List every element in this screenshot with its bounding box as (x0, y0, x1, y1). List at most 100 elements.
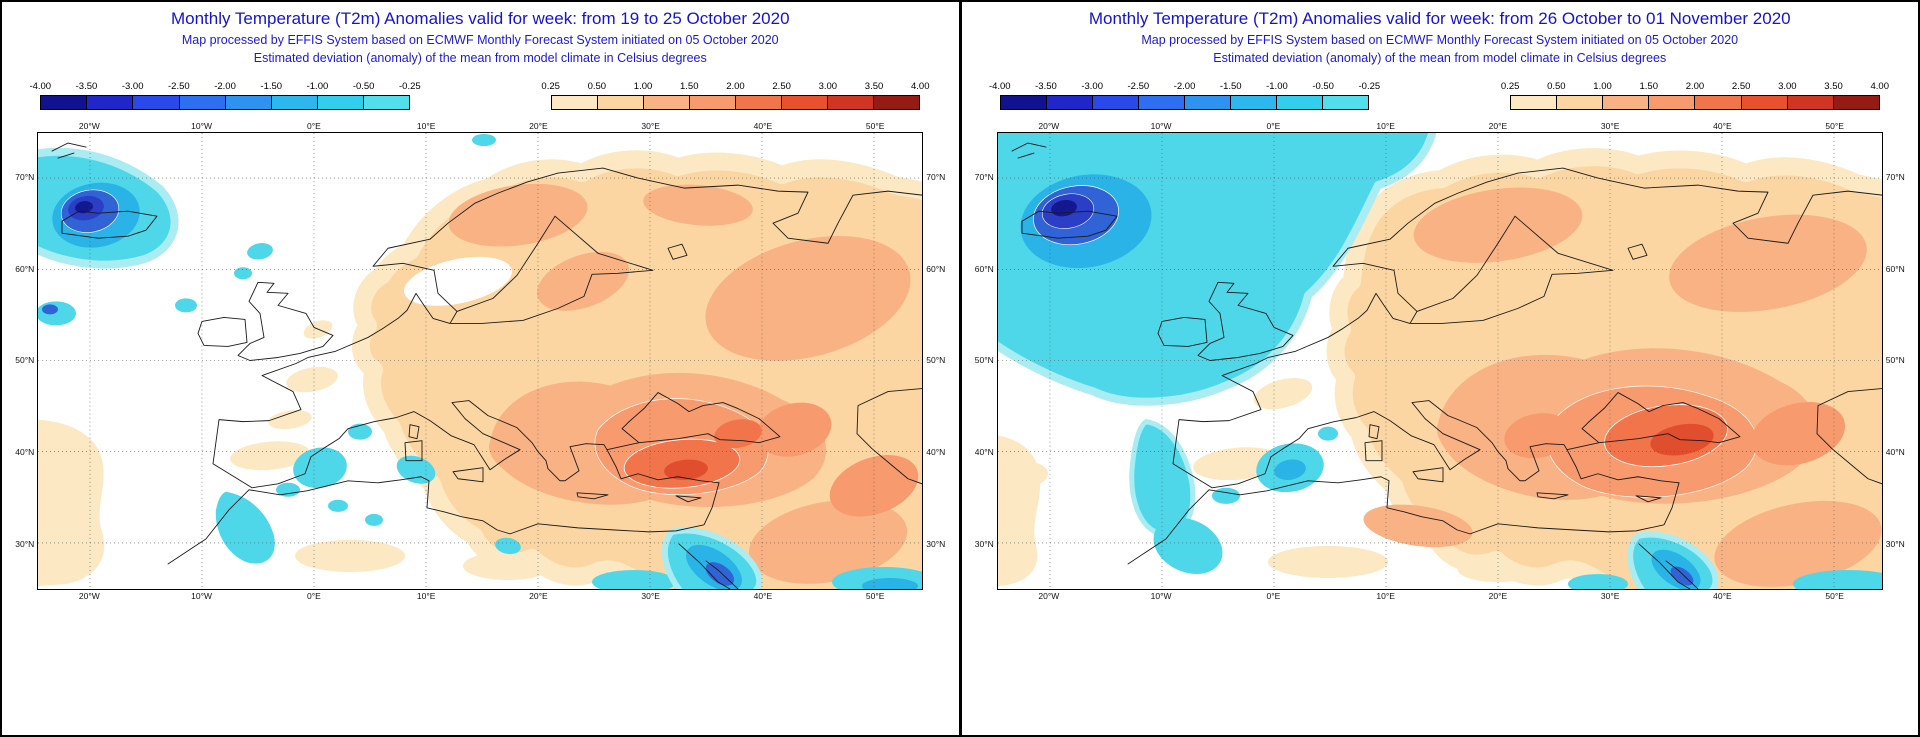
colorbar-cell (1092, 96, 1139, 109)
colorbar-cell (87, 96, 134, 109)
colorbar-tick-label: -1.50 (260, 81, 283, 92)
colorbar-tick-label: -4.00 (29, 81, 52, 92)
lon-label: 20°E (1488, 591, 1508, 601)
lon-label: 0°E (1266, 121, 1281, 131)
lon-label: 0°E (1266, 591, 1281, 601)
colorbar-tick-label: 2.00 (1685, 81, 1705, 92)
subtitle-units: Estimated deviation (anomaly) of the mea… (1213, 51, 1667, 65)
lat-label: 30°N (1885, 538, 1905, 549)
colorbar-cell (1231, 96, 1278, 109)
lon-label: 10°E (1376, 121, 1395, 131)
lat-axis-left: 70°N 60°N 50°N 40°N 30°N (973, 132, 997, 590)
colorbar-cell (1139, 96, 1186, 109)
anomaly-map (996, 132, 1883, 590)
colorbar-positive: 0.25 0.50 1.00 1.50 2.00 2.50 3.00 3.50 4.00 (541, 81, 929, 110)
colorbar-strip (40, 95, 410, 110)
colorbar-cell (1323, 96, 1369, 109)
colorbar-tick-label: -1.00 (306, 81, 329, 92)
colorbar-cell (1557, 96, 1604, 109)
lat-label: 40°N (974, 447, 994, 458)
lat-label: 60°N (1885, 263, 1905, 274)
colorbar-cell (828, 96, 875, 109)
colorbar-tick-label: -0.50 (1312, 81, 1334, 92)
lon-label: 40°E (753, 591, 773, 601)
colorbar-tick-label: 2.50 (772, 81, 791, 92)
colorbar-tick-label: 1.00 (1593, 81, 1612, 92)
colorbar-tick-label: 4.00 (910, 81, 930, 92)
colorbar-cell (179, 96, 226, 109)
lat-label: 60°N (974, 263, 994, 274)
lat-label: 70°N (1885, 172, 1905, 183)
colorbar-negative: -4.00 -3.50 -3.00 -2.50 -2.00 -1.50 -1.00 -0.50… (29, 81, 421, 110)
colorbar-strip (550, 95, 921, 110)
colorbar-cell (1185, 96, 1232, 109)
panel-week-oct26-nov01: Monthly Temperature (T2m) Anomalies vali… (961, 2, 1918, 735)
colorbar-strip (999, 95, 1370, 110)
subtitle-units: Estimated deviation (anomaly) of the mea… (253, 51, 707, 65)
colorbar-cell (1000, 96, 1047, 109)
colorbar-tick-label: -2.00 (214, 81, 236, 92)
colorbar-tick-label: -2.50 (1127, 81, 1150, 92)
lon-label: 30°E (1600, 121, 1620, 131)
lon-label: 10°E (416, 591, 436, 601)
colorbar-cell (317, 96, 364, 109)
colorbar-cell (363, 96, 409, 109)
colorbar-tick-label: -2.50 (168, 81, 190, 92)
lon-label: 0°E (306, 591, 321, 601)
colorbar-tick-label: -1.00 (1266, 81, 1288, 92)
colorbar-cell (1046, 96, 1093, 109)
colorbar-tick-label: -3.00 (1081, 81, 1103, 92)
colorbar-tick-label: -0.25 (1358, 81, 1381, 92)
lon-label: 20°E (1488, 121, 1508, 131)
lat-label: 70°N (974, 172, 994, 183)
map-block: 20°W 10°W 0°E 10°E 20°E 30°E 40°E 50°E 70°N 60°N… (973, 120, 1907, 602)
colorbar-row: -4.00 -3.50 -3.00 -2.50 -2.00 -1.50 -1.00 -0.50… (29, 81, 929, 110)
colorbar-cell (133, 96, 180, 109)
lon-axis-top: 20°W 10°W 0°E 10°E 20°E 30°E 40°E 50°E (37, 120, 923, 132)
lat-axis-left: 70°N 60°N 50°N 40°N 30°N (13, 132, 37, 590)
colorbar-cell (643, 96, 690, 109)
page-title: Monthly Temperature (T2m) Anomalies vali… (1088, 9, 1791, 28)
colorbar-tick-label: 3.00 (1778, 81, 1797, 92)
colorbar-tick-label: 0.25 (1500, 81, 1520, 92)
lon-label: 20°E (529, 591, 548, 601)
lat-label: 30°N (926, 538, 946, 549)
lat-label: 70°N (15, 172, 35, 183)
lon-label: 30°E (641, 121, 660, 131)
lon-axis-top: 20°W 10°W 0°E 10°E 20°E 30°E 40°E 50°E (997, 120, 1883, 132)
colorbar-tick-label: 0.50 (587, 81, 607, 92)
colorbar-cell (1787, 96, 1834, 109)
colorbar-tick-label: -3.00 (121, 81, 144, 92)
colorbar-tick-label: 3.50 (864, 81, 884, 92)
colorbar-cell (1277, 96, 1324, 109)
lon-axis-bottom: 20°W 10°W 0°E 10°E 20°E 30°E 40°E 50°E (37, 590, 923, 602)
lat-label: 30°N (15, 538, 35, 549)
colorbar-tick-label: 1.50 (1639, 81, 1658, 92)
lon-label: 40°E (1713, 121, 1732, 131)
lon-label: 10°E (1376, 591, 1395, 601)
lat-label: 30°N (974, 538, 994, 549)
colorbar-cell (41, 96, 88, 109)
lon-label: 40°E (1713, 591, 1732, 601)
lon-label: 20°W (1038, 121, 1060, 131)
colorbar-cell (225, 96, 272, 109)
colorbar-tick-label: -2.00 (1173, 81, 1196, 92)
colorbar-cell (735, 96, 783, 109)
lat-label: 50°N (974, 355, 994, 366)
lat-label: 50°N (1885, 355, 1905, 366)
lon-label: 10°W (1150, 121, 1172, 131)
colorbar-tick-label: 0.25 (541, 81, 560, 92)
panel-week-oct19-25: Monthly Temperature (T2m) Anomalies vali… (2, 2, 959, 735)
colorbar-tick-label: 0.50 (1547, 81, 1566, 92)
lon-label: 10°E (416, 121, 436, 131)
colorbar-cell (1695, 96, 1742, 109)
lon-label: 20°W (78, 591, 100, 601)
colorbar-cell (689, 96, 736, 109)
colorbar-positive: 0.25 0.50 1.00 1.50 2.00 2.50 3.00 3.50 4.00 (1501, 81, 1889, 110)
lon-label: 30°E (1600, 591, 1620, 601)
lat-label: 50°N (926, 355, 946, 366)
lat-label: 40°N (1885, 447, 1905, 458)
colorbar-tick-label: -3.50 (75, 81, 98, 92)
lon-label: 20°W (78, 121, 100, 131)
